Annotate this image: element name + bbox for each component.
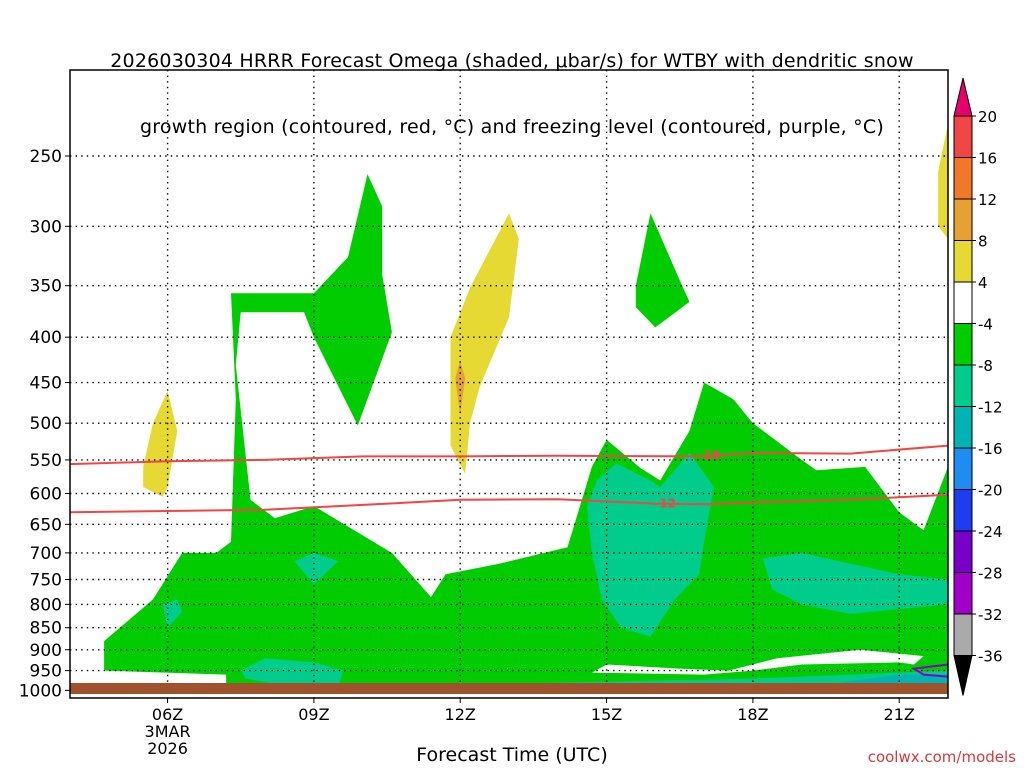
y-tick-label: 300	[30, 217, 62, 237]
colorbar-label: 20	[978, 108, 997, 126]
colorbar-label: -4	[978, 316, 993, 334]
chart-title: 2026030304 HRRR Forecast Omega (shaded, …	[0, 6, 1024, 160]
x-tick-label: 18Z	[737, 705, 768, 724]
contour-line-freezing-2	[910, 663, 948, 678]
colorbar-label: -20	[978, 482, 1003, 500]
ground-bar	[70, 683, 948, 694]
colorbar-swatch	[953, 157, 973, 200]
y-tick-label: 800	[30, 595, 62, 615]
y-tick-label: 850	[30, 619, 62, 639]
shade-teal-small-09z	[294, 552, 339, 585]
y-tick-label: 1000	[19, 681, 62, 701]
colorbar-swatch	[953, 115, 973, 158]
y-tick-label: 600	[30, 484, 62, 504]
x-tick-label: 15Z	[591, 705, 622, 724]
contour-label--18: -18	[698, 449, 720, 463]
shade-green-main	[104, 174, 948, 691]
x-tick-label: 12Z	[445, 705, 476, 724]
colorbar-label: -16	[978, 440, 1003, 458]
colorbar-label: -36	[978, 648, 1003, 666]
colorbar-label: 12	[978, 191, 997, 209]
shade-yellow-12z	[450, 213, 519, 474]
y-tick-label: 350	[30, 277, 62, 297]
colorbar-swatch	[953, 447, 973, 490]
colorbar-swatch	[953, 364, 973, 407]
y-tick-label: 250	[30, 147, 62, 167]
shade-teal-right	[762, 552, 948, 614]
shade-green-top-right	[635, 213, 690, 328]
y-tick-label: 700	[30, 544, 62, 564]
shade-yellow-06z	[143, 391, 178, 497]
colorbar-label: -32	[978, 606, 1003, 624]
y-tick-label: 500	[30, 414, 62, 434]
y-tick-label: 400	[30, 328, 62, 348]
y-tick-label: 650	[30, 515, 62, 535]
colorbar-label: -28	[978, 565, 1003, 583]
colorbar-bottom-arrow	[953, 655, 973, 696]
omega-shading	[104, 123, 948, 691]
credit-text: coolwx.com/models	[867, 748, 1016, 766]
colorbar-label: 8	[978, 233, 988, 251]
shade-teal-center	[587, 452, 714, 637]
y-tick-label: 450	[30, 374, 62, 394]
colorbar-swatch	[953, 406, 973, 449]
contour-line--18	[70, 444, 948, 466]
shade-white-bottom	[591, 649, 924, 675]
shade-teal-bottom-left	[240, 658, 344, 687]
y-tick-label: 550	[30, 451, 62, 471]
colorbar-label: 4	[978, 274, 988, 292]
title-line-2: growth region (contoured, red, °C) and f…	[140, 116, 884, 138]
colorbar-swatch	[953, 198, 973, 241]
colorbar-swatch	[953, 240, 973, 283]
y-tick-label: 750	[30, 570, 62, 590]
contour-label--12: -12	[654, 497, 676, 511]
colorbar-swatch	[953, 281, 973, 324]
colorbar-top-arrow	[953, 77, 973, 117]
colorbar-label: -24	[978, 523, 1003, 541]
title-line-1: 2026030304 HRRR Forecast Omega (shaded, …	[110, 50, 914, 72]
y-axis: 2503003504004505005506006507007508008509…	[19, 147, 70, 701]
x-tick-label: 06Z	[152, 705, 183, 724]
shade-teal-small-06z	[162, 599, 183, 628]
contour-lines: -18 -12	[70, 444, 948, 678]
x-date-label: 2026	[147, 739, 188, 758]
colorbar-swatch	[953, 613, 973, 656]
colorbar: 20 16 12 8 4 -4 -8 -12 -16 -20 -24 -28 -32 -36	[953, 77, 1003, 696]
colorbar-swatch	[953, 530, 973, 573]
y-tick-label: 950	[30, 662, 62, 682]
colorbar-label: -12	[978, 399, 1003, 417]
x-tick-label: 21Z	[884, 705, 915, 724]
y-tick-label: 900	[30, 641, 62, 661]
shade-yellow-right-edge	[938, 123, 948, 239]
colorbar-swatch	[953, 489, 973, 532]
shade-orange-12z	[455, 360, 466, 416]
colorbar-swatch	[953, 323, 973, 366]
x-axis-label: Forecast Time (UTC)	[416, 744, 608, 766]
x-tick-label: 09Z	[298, 705, 329, 724]
plot-frame	[69, 69, 949, 699]
x-date-label: 3MAR	[145, 722, 191, 741]
colorbar-label: 16	[978, 150, 997, 168]
colorbar-label: -8	[978, 357, 993, 375]
colorbar-swatch	[953, 572, 973, 615]
contour-line--12	[70, 493, 948, 514]
